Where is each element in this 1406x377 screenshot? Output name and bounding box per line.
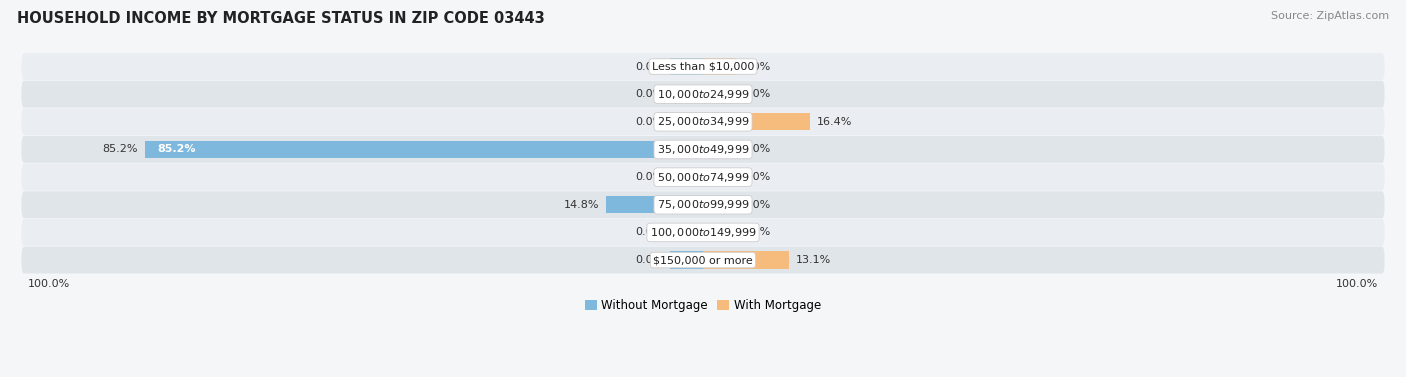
Bar [703,86,735,103]
Bar [703,251,789,269]
Text: 0.0%: 0.0% [636,255,664,265]
Bar [145,141,703,158]
Bar [671,86,703,103]
Text: 0.0%: 0.0% [742,200,770,210]
Text: $100,000 to $149,999: $100,000 to $149,999 [650,226,756,239]
Text: Source: ZipAtlas.com: Source: ZipAtlas.com [1271,11,1389,21]
Text: $25,000 to $34,999: $25,000 to $34,999 [657,115,749,128]
Text: $35,000 to $49,999: $35,000 to $49,999 [657,143,749,156]
Bar [703,141,735,158]
Bar [703,196,735,213]
Text: $10,000 to $24,999: $10,000 to $24,999 [657,88,749,101]
Text: 13.1%: 13.1% [796,255,831,265]
FancyBboxPatch shape [21,164,1385,190]
Text: 85.2%: 85.2% [157,144,197,155]
FancyBboxPatch shape [21,219,1385,246]
Text: 0.0%: 0.0% [742,61,770,72]
Bar [606,196,703,213]
Text: HOUSEHOLD INCOME BY MORTGAGE STATUS IN ZIP CODE 03443: HOUSEHOLD INCOME BY MORTGAGE STATUS IN Z… [17,11,544,26]
FancyBboxPatch shape [21,53,1385,80]
Text: 0.0%: 0.0% [636,172,664,182]
Bar [703,113,810,130]
Text: 0.0%: 0.0% [742,172,770,182]
Text: 0.0%: 0.0% [636,227,664,238]
Text: $50,000 to $74,999: $50,000 to $74,999 [657,171,749,184]
Bar [671,58,703,75]
Bar [671,169,703,186]
Bar [671,113,703,130]
Text: 0.0%: 0.0% [636,117,664,127]
Text: 0.0%: 0.0% [742,227,770,238]
Text: 100.0%: 100.0% [1336,279,1378,288]
Text: 0.0%: 0.0% [636,89,664,99]
Text: $75,000 to $99,999: $75,000 to $99,999 [657,198,749,211]
FancyBboxPatch shape [21,109,1385,135]
Text: 100.0%: 100.0% [28,279,70,288]
Text: 0.0%: 0.0% [742,89,770,99]
Text: 0.0%: 0.0% [636,61,664,72]
Text: $150,000 or more: $150,000 or more [654,255,752,265]
FancyBboxPatch shape [21,136,1385,163]
Text: Less than $10,000: Less than $10,000 [652,61,754,72]
Bar [703,58,735,75]
Bar [671,224,703,241]
FancyBboxPatch shape [21,192,1385,218]
Text: 0.0%: 0.0% [742,144,770,155]
Bar [671,251,703,269]
FancyBboxPatch shape [21,81,1385,107]
Text: 85.2%: 85.2% [103,144,138,155]
FancyBboxPatch shape [21,247,1385,273]
Text: 16.4%: 16.4% [817,117,852,127]
Bar [703,224,735,241]
Legend: Without Mortgage, With Mortgage: Without Mortgage, With Mortgage [581,294,825,317]
Text: 14.8%: 14.8% [564,200,599,210]
Bar [703,169,735,186]
